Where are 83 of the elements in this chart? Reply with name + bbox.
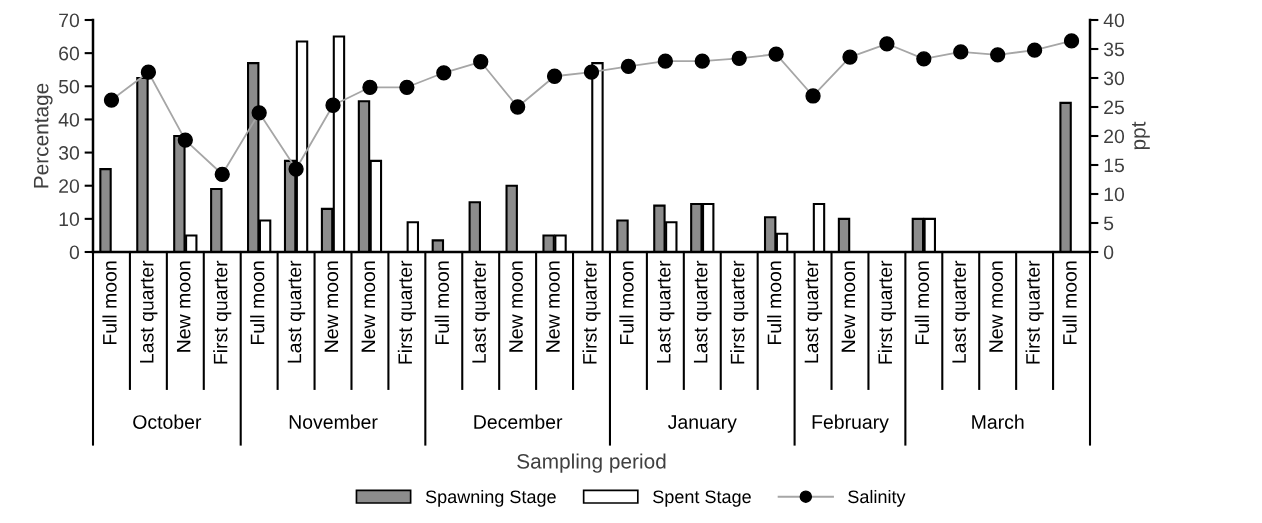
point (768, 46, 784, 62)
point (546, 68, 563, 84)
x-tick-label: First quarter (730, 260, 749, 364)
point (103, 92, 120, 108)
y2-tick-label: 40 (1103, 13, 1125, 28)
point (879, 36, 895, 52)
x-tick-label: Last quarter (657, 260, 675, 363)
x-tick-label: New moon (361, 261, 376, 352)
x-axis-title: Sampling period (517, 453, 666, 473)
x-tick-label: Full moon (767, 261, 782, 345)
x-tick-label: Full moon (1062, 261, 1077, 345)
y-tick-label: 70 (59, 13, 80, 28)
point (620, 58, 637, 75)
y2-tick-label: 20 (1104, 129, 1125, 144)
y2-axis-title: ppt (1132, 121, 1150, 150)
y2-tick-label: 5 (1103, 216, 1114, 231)
text: March (972, 414, 1024, 429)
y2-tick-label: 0 (1103, 245, 1114, 260)
x-tick-label: Last quarter (952, 260, 970, 363)
point (436, 65, 452, 81)
point (583, 64, 600, 80)
legend-label: Spawning Stage (425, 489, 556, 507)
point (140, 64, 157, 80)
x-tick-label: First quarter (213, 260, 232, 364)
text: December (474, 414, 563, 429)
y2-tick-label: 10 (1104, 187, 1125, 202)
x-tick-label: Full moon (102, 261, 117, 345)
x-tick-label: First quarter (1025, 260, 1044, 364)
x-tick-label: New moon (841, 261, 856, 352)
point (325, 97, 341, 113)
point (916, 51, 932, 67)
text: November (289, 414, 378, 429)
y-tick-label: 40 (58, 112, 80, 127)
x-tick-label: New moon (509, 261, 523, 352)
point (842, 49, 858, 65)
x-tick-label: New moon (176, 261, 191, 352)
text: February (812, 414, 889, 433)
x-tick-label: Full moon (914, 261, 930, 345)
x-tick-label: Full moon (619, 261, 634, 345)
x-tick-label: Full moon (250, 261, 265, 345)
y2-tick-label: 25 (1104, 100, 1125, 115)
point (473, 54, 489, 70)
x-tick-label: First quarter (877, 260, 896, 364)
y-tick-label: 30 (58, 146, 80, 160)
x-tick-label: Last quarter (287, 260, 306, 363)
point (214, 166, 230, 182)
point (177, 132, 193, 148)
text: October (133, 414, 202, 429)
x-tick-label: New moon (546, 261, 560, 352)
y-tick-label: 10 (59, 212, 80, 227)
point (990, 47, 1006, 63)
x-tick-label: Last quarter (693, 260, 712, 363)
x-tick-label: Last quarter (804, 260, 823, 363)
point (805, 88, 821, 104)
y-tick-label: 0 (69, 245, 80, 260)
legend-label: Salinity (848, 489, 906, 507)
point (399, 79, 415, 95)
point (731, 50, 747, 66)
point (657, 53, 673, 69)
x-tick-label: New moon (324, 261, 339, 352)
x-tick-label: First quarter (582, 260, 601, 364)
legend-label: Spent Stage (653, 490, 751, 507)
y-axis-title: Percentage (33, 83, 53, 188)
y-tick-label: 50 (58, 79, 80, 94)
point (251, 105, 267, 121)
y2-tick-label: 15 (1104, 158, 1125, 173)
x-tick-label: Full moon (434, 261, 450, 345)
point (1063, 33, 1080, 49)
x-tick-label: Last quarter (472, 260, 490, 363)
y2-tick-label: 30 (1103, 71, 1125, 86)
point (953, 44, 969, 60)
point (1026, 42, 1043, 58)
point (288, 161, 304, 177)
point (694, 53, 710, 69)
x-tick-label: First quarter (397, 260, 416, 364)
x-tick-label: Last quarter (140, 260, 158, 363)
y-tick-label: 20 (59, 179, 80, 193)
point (510, 99, 526, 115)
y2-tick-label: 35 (1103, 42, 1125, 57)
text: January (668, 415, 737, 433)
y-tick-label: 60 (59, 46, 80, 61)
point (362, 79, 378, 95)
x-tick-label: New moon (989, 261, 1003, 352)
